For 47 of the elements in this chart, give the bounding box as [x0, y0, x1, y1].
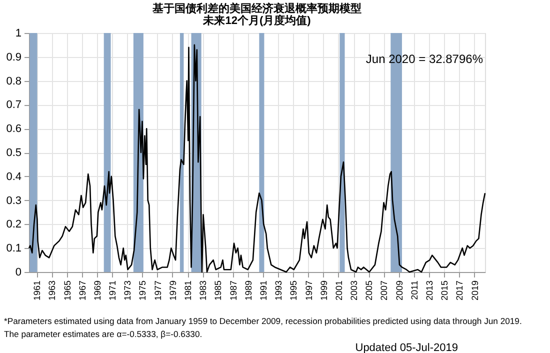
- x-tick-label: 1989: [243, 280, 254, 301]
- x-tick-label: 1987: [228, 280, 238, 301]
- y-tick-label: 0.4: [6, 170, 22, 183]
- x-tick-label: 1967: [77, 280, 88, 301]
- text: *Parameters estimated using data from January 1959 to December 2009, recession probabilities predicted using data through Jun 2019.: [4, 316, 522, 326]
- x-tick-label: 1975: [138, 280, 148, 301]
- x-tick-label: 1991: [258, 280, 268, 301]
- x-tick-label: 1981: [183, 280, 194, 301]
- chart-title: 基于国债利差的美国经济衰退概率预期模型: [152, 2, 362, 15]
- y-tick-label: 0.1: [6, 242, 22, 255]
- y-tick-label: 1: [15, 28, 22, 40]
- x-tick-label: 1995: [288, 280, 299, 301]
- x-tick-label: 1993: [274, 280, 284, 301]
- x-tick-label: 2019: [470, 280, 480, 301]
- y-tick-label: 0.3: [6, 194, 22, 207]
- x-tick-label: 1969: [92, 280, 102, 301]
- x-tick-label: 2005: [364, 280, 374, 301]
- x-tick-label: 2013: [424, 280, 435, 301]
- annotation: Jun 2020 = 32.8796%: [366, 52, 484, 66]
- x-tick-label: 2001: [334, 280, 344, 301]
- text: Updated 05-Jul-2019: [355, 342, 458, 353]
- x-tick-label: 1985: [213, 280, 224, 301]
- x-tick-label: 2007: [379, 280, 390, 301]
- x-tick-label: 1977: [152, 280, 163, 301]
- y-tick-label: 0: [15, 266, 22, 278]
- x-tick-label: 2017: [454, 280, 465, 301]
- x-tick-label: 1963: [47, 280, 58, 301]
- text: The parameter estimates are α=-0.5333, β=-0.6330.: [4, 329, 202, 339]
- x-tick-label: 1979: [168, 280, 178, 301]
- y-tick-label: 0.6: [6, 123, 22, 136]
- x-tick-label: 1997: [304, 280, 314, 301]
- y-tick-label: 0.2: [6, 218, 22, 231]
- x-tick-label: 1999: [318, 280, 329, 301]
- x-tick-label: 1961: [32, 280, 42, 301]
- x-tick-label: 1973: [122, 280, 133, 301]
- y-tick-label: 0.7: [6, 99, 22, 112]
- y-tick-label: 0.8: [6, 75, 22, 88]
- y-tick-label: 0.5: [6, 147, 22, 159]
- chart-subtitle: 未来12个月(月度均值): [202, 14, 312, 27]
- x-tick-label: 1971: [108, 280, 118, 301]
- x-tick-label: 2009: [394, 280, 404, 301]
- x-tick-label: 1965: [62, 280, 72, 301]
- x-tick-label: 2011: [409, 280, 420, 300]
- x-tick-label: 2003: [349, 280, 360, 301]
- y-tick-label: 0.9: [6, 51, 22, 64]
- x-tick-label: 2015: [440, 280, 450, 301]
- x-tick-label: 1983: [198, 280, 208, 301]
